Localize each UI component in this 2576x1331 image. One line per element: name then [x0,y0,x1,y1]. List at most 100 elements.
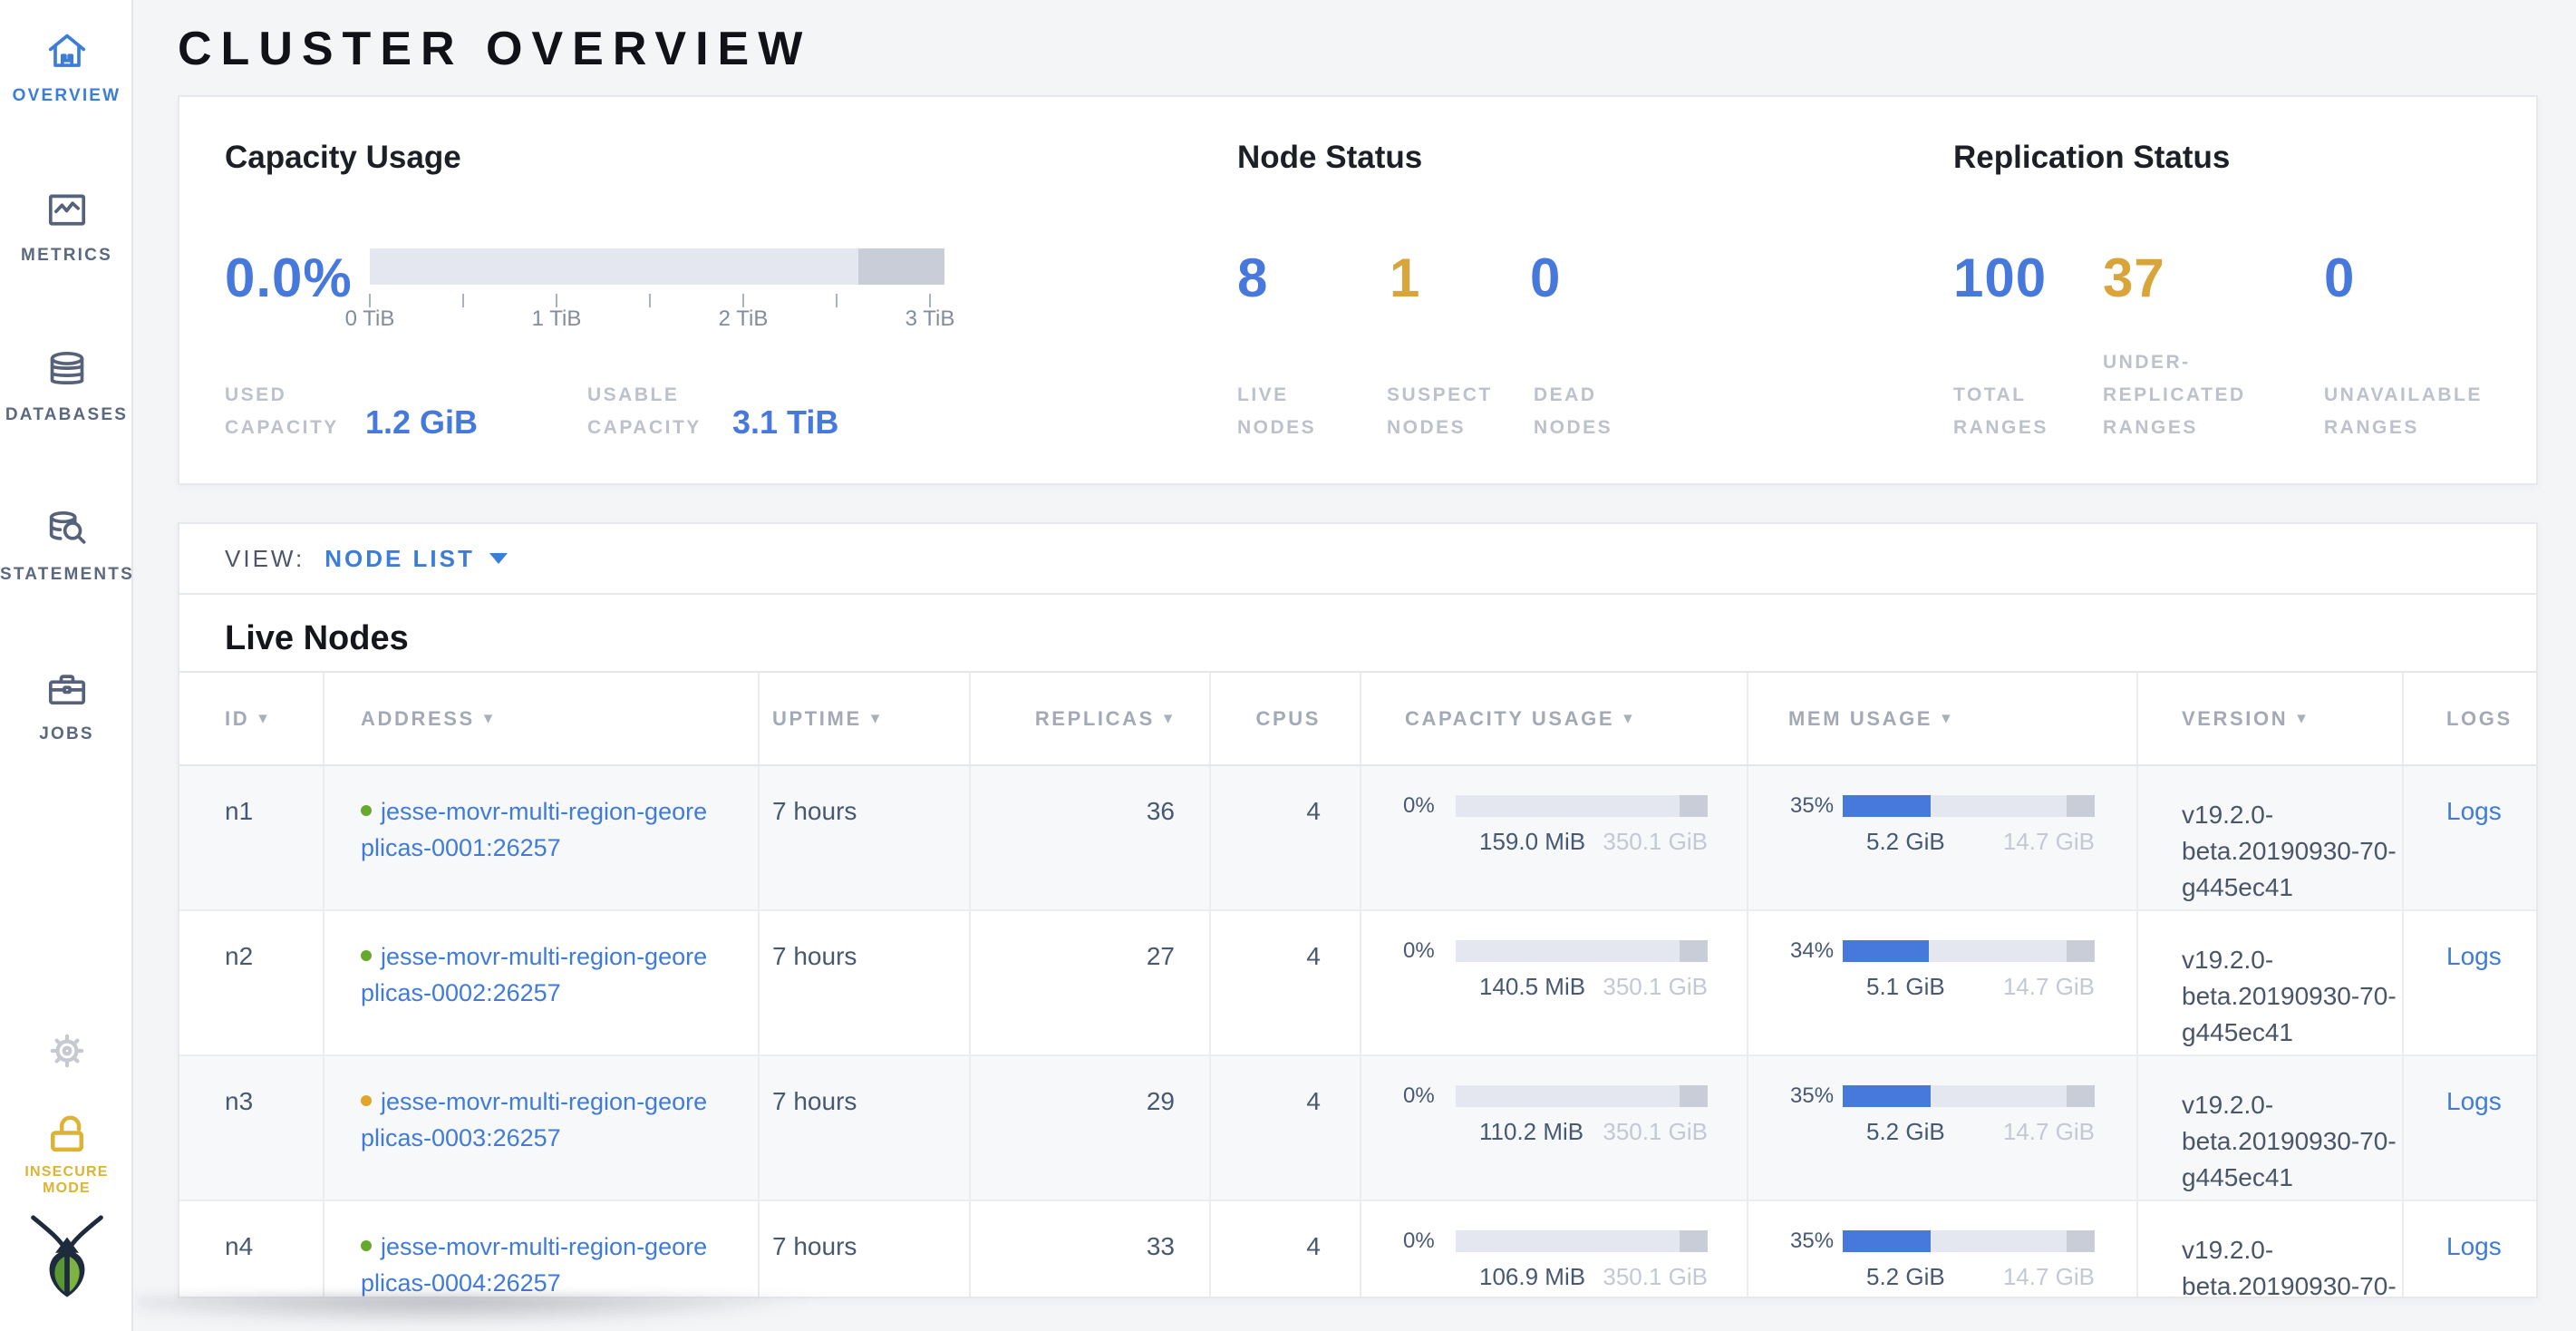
sidebar-item-statements[interactable] [0,506,133,558]
gauge-tick [742,294,744,307]
usable-capacity-value: 3.1 TiB [732,403,839,441]
total-ranges-label: TOTAL RANGES [1953,384,2048,438]
dead-nodes-count: 0 [1530,248,1562,308]
column-header-replicas[interactable]: REPLICAS ▾ [969,673,1209,764]
column-header-capacity-usage[interactable]: CAPACITY USAGE ▾ [1360,673,1747,764]
status-dot [361,1095,372,1106]
insecure-mode-indicator[interactable] [0,1108,133,1161]
logs-cell: Logs [2402,911,2536,1054]
mem-mini-bar [1843,940,2096,962]
column-header-uptime[interactable]: UPTIME ▾ [758,673,969,764]
sidebar-label-metrics[interactable]: METRICS [21,246,112,265]
sidebar-item-metrics[interactable] [0,187,133,238]
live-nodes-count: 8 [1237,248,1269,308]
sidebar: OVERVIEW METRICS DATABASES [0,0,133,1331]
settings-gear-button[interactable] [0,1028,133,1078]
node-id: n1 [225,797,254,825]
sidebar-item-overview[interactable] [0,27,133,79]
sort-desc-icon: ▾ [483,709,495,728]
mem-mini-bar [1843,795,2096,817]
scroll-shadow [136,1296,1088,1331]
dead-nodes-label: DEAD NODES [1534,384,1613,438]
node-replicas: 27 [969,911,1209,1054]
capacity-usage-title: Capacity Usage [225,140,461,175]
under-replicated-ranges-label: UNDER-REPLICATED RANGES [2103,352,2246,438]
live-nodes-card: VIEW: NODE LIST Live Nodes ID ▾ ADDRESS ▾ … [178,522,2538,1298]
suspect-nodes-count: 1 [1390,248,1421,308]
status-dot [361,805,372,816]
view-bar: VIEW: NODE LIST [179,524,2536,595]
sidebar-item-jobs[interactable] [0,666,133,717]
node-uptime: 7 hours [758,1201,969,1297]
sidebar-label-jobs[interactable]: JOBS [39,724,94,743]
node-uptime: 7 hours [758,1056,969,1200]
sidebar-label-overview[interactable]: OVERVIEW [12,86,121,105]
node-address-link[interactable]: jesse-movr-multi-region-georeplicas-0004… [361,1233,708,1297]
node-cpus: 4 [1209,1056,1360,1200]
capacity-gauge-bar [370,248,944,285]
logs-link[interactable]: Logs [2446,1232,2502,1260]
metrics-icon [44,187,91,238]
insecure-mode-label: INSECURE MODE [24,1164,109,1196]
node-address-cell: jesse-movr-multi-region-georeplicas-0002… [323,911,758,1054]
logs-link[interactable]: Logs [2446,1087,2502,1115]
used-capacity-label: USED CAPACITY [225,384,339,438]
live-nodes-label: LIVE NODES [1237,384,1317,438]
column-header-cpus: CPUS [1209,673,1360,764]
capacity-mini-bar [1456,1230,1709,1252]
sort-desc-icon: ▾ [1942,709,1953,728]
gauge-tick [836,294,838,307]
table-row: n3 jesse-movr-multi-region-georeplicas-0… [179,1056,2536,1201]
table-row: n2 jesse-movr-multi-region-georeplicas-0… [179,911,2536,1056]
home-icon [44,27,91,79]
unavailable-ranges-label: UNAVAILABLE RANGES [2324,384,2483,438]
table-row: n1 jesse-movr-multi-region-georeplicas-0… [179,766,2536,911]
logs-link[interactable]: Logs [2446,942,2502,970]
live-nodes-section-title: Live Nodes [225,619,409,657]
gauge-tick [462,294,464,307]
node-address-cell: jesse-movr-multi-region-georeplicas-0003… [323,1056,758,1200]
gauge-tick [649,294,651,307]
node-cpus: 4 [1209,911,1360,1054]
capacity-used-percentage: 0.0% [225,248,353,308]
mem-usage-cell: 35% 5.2 GiB 14.7 GiB [1747,766,2136,909]
sort-desc-icon: ▾ [870,709,882,728]
node-address-link[interactable]: jesse-movr-multi-region-georeplicas-0001… [361,798,708,861]
cockroach-bug-icon [25,1213,109,1305]
usable-capacity-label: USABLE CAPACITY [587,384,702,438]
node-status-title: Node Status [1237,140,1423,175]
sidebar-label-databases[interactable]: DATABASES [5,405,129,424]
sidebar-label-statements[interactable]: STATEMENTS [0,565,134,584]
node-id: n3 [225,1087,254,1115]
node-replicas: 36 [969,766,1209,909]
column-header-version[interactable]: VERSION ▾ [2136,673,2402,764]
node-cpus: 4 [1209,1201,1360,1297]
node-address-link[interactable]: jesse-movr-multi-region-georeplicas-0002… [361,943,708,1006]
sidebar-item-databases[interactable] [0,346,133,398]
node-uptime: 7 hours [758,911,969,1054]
logs-link[interactable]: Logs [2446,797,2502,825]
node-address-cell: jesse-movr-multi-region-georeplicas-0001… [323,766,758,909]
gauge-tick-label: 2 TiB [718,306,769,331]
column-header-mem-usage[interactable]: MEM USAGE ▾ [1747,673,2136,764]
node-replicas: 29 [969,1056,1209,1200]
suspect-nodes-label: SUSPECT NODES [1387,384,1493,438]
column-header-id[interactable]: ID ▾ [225,706,270,730]
capacity-usage-cell: 0% 110.2 MiB 350.1 GiB [1360,1056,1747,1200]
statements-icon [44,506,91,558]
insecure-lock-icon [43,1108,92,1161]
mem-mini-bar [1843,1085,2096,1107]
status-dot [361,1240,372,1251]
gauge-tick-label: 0 TiB [344,306,395,331]
node-version-cell: v19.2.0-beta.20190930-70-g445ec41 [2136,1201,2402,1297]
column-header-address[interactable]: ADDRESS ▾ [323,673,758,764]
view-label: VIEW: [225,544,305,572]
node-id: n2 [225,942,254,970]
jobs-icon [44,666,91,717]
view-dropdown[interactable]: NODE LIST [324,545,508,573]
cockroachdb-logo[interactable] [0,1213,133,1305]
logs-cell: Logs [2402,1056,2536,1200]
node-address-link[interactable]: jesse-movr-multi-region-georeplicas-0003… [361,1088,708,1151]
node-cpus: 4 [1209,766,1360,909]
used-capacity-value: 1.2 GiB [365,403,479,441]
